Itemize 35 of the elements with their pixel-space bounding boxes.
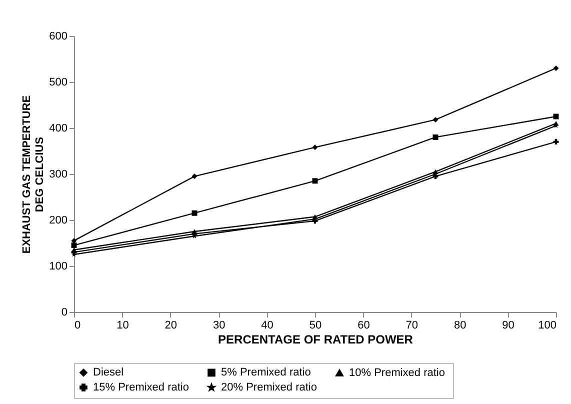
point [553,139,559,145]
point [71,242,77,248]
point [312,144,318,150]
legend-label: Diesel [93,366,124,379]
point [192,210,198,216]
x-tick-label: 60 [358,320,370,332]
y-tick-label: 300 [49,168,68,180]
point [553,65,559,71]
x-tick-label: 40 [261,320,274,332]
legend-label: 20% Premixed ratio [221,382,317,394]
legend-label: 5% Premixed ratio [221,366,311,379]
x-tick-label: 30 [212,320,226,332]
x-tick-label: 50 [309,320,322,332]
y-tick-label: 100 [49,260,68,272]
point [71,238,77,244]
point [432,116,438,122]
point [432,134,438,140]
x-tick-label: 70 [406,320,418,332]
x-tick-label: 20 [164,320,178,332]
y-tick-label: 0 [61,306,68,318]
x-axis-title: PERCENTAGE OF RATED POWER [218,332,414,346]
y-axis-title: EXHAUST GAS TEMPERTURE DEG CELCIUS [21,95,46,254]
x-tick-label: 80 [454,320,466,332]
point [192,174,198,180]
y-tick-label: 200 [49,214,68,226]
y-tick-label: 500 [49,76,68,88]
y-tick-label: 400 [49,122,68,134]
y-tick-label: 600 [49,30,68,42]
legend-label: 10% Premixed ratio [349,366,445,379]
x-tick-label: 90 [502,320,514,332]
point [312,178,318,184]
x-tick-label: 0 [74,320,81,332]
x-tick-label: 100 [538,320,556,332]
legend-label: 15% Premixed ratio [93,382,189,394]
x-tick-label: 10 [116,320,129,332]
